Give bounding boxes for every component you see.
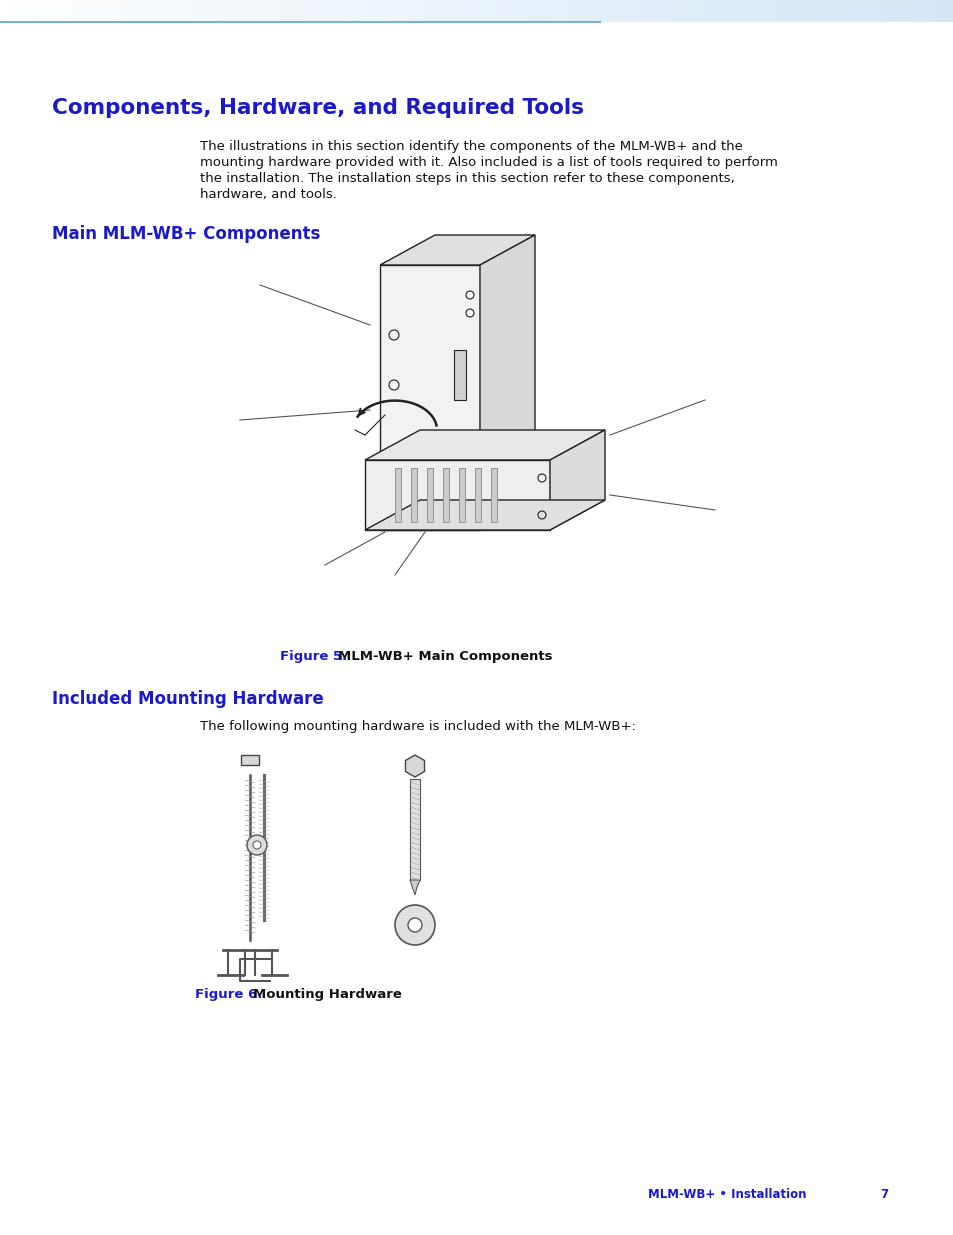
Polygon shape [410, 881, 419, 895]
Text: Components, Hardware, and Required Tools: Components, Hardware, and Required Tools [52, 98, 583, 119]
Text: Figure 6.: Figure 6. [194, 988, 262, 1002]
Circle shape [247, 835, 267, 855]
Circle shape [395, 905, 435, 945]
Polygon shape [427, 468, 433, 522]
Bar [410, 779, 419, 881]
Polygon shape [365, 459, 550, 530]
Text: Figure 5.: Figure 5. [280, 650, 347, 663]
Polygon shape [475, 468, 480, 522]
Text: The following mounting hardware is included with the MLM-WB+:: The following mounting hardware is inclu… [200, 720, 636, 734]
Polygon shape [365, 430, 604, 459]
Polygon shape [241, 755, 258, 764]
Polygon shape [405, 755, 424, 777]
Text: Main MLM-WB+ Components: Main MLM-WB+ Components [52, 225, 320, 243]
Text: 7: 7 [879, 1188, 887, 1200]
Polygon shape [379, 235, 535, 266]
Text: Included Mounting Hardware: Included Mounting Hardware [52, 690, 323, 708]
Polygon shape [379, 266, 479, 530]
Circle shape [253, 841, 261, 848]
Text: mounting hardware provided with it. Also included is a list of tools required to: mounting hardware provided with it. Also… [200, 156, 777, 169]
Polygon shape [411, 468, 416, 522]
Polygon shape [442, 468, 449, 522]
Polygon shape [458, 468, 464, 522]
Polygon shape [454, 350, 465, 400]
Polygon shape [395, 468, 400, 522]
Polygon shape [550, 430, 604, 530]
Text: hardware, and tools.: hardware, and tools. [200, 188, 336, 201]
Polygon shape [479, 235, 535, 530]
Polygon shape [491, 468, 497, 522]
Polygon shape [365, 500, 604, 530]
Text: The illustrations in this section identify the components of the MLM-WB+ and the: The illustrations in this section identi… [200, 140, 742, 153]
Text: MLM-WB+ • Installation: MLM-WB+ • Installation [647, 1188, 805, 1200]
Circle shape [408, 918, 421, 932]
Text: the installation. The installation steps in this section refer to these componen: the installation. The installation steps… [200, 172, 734, 185]
Text: Mounting Hardware: Mounting Hardware [253, 988, 401, 1002]
Text: MLM-WB+ Main Components: MLM-WB+ Main Components [337, 650, 552, 663]
